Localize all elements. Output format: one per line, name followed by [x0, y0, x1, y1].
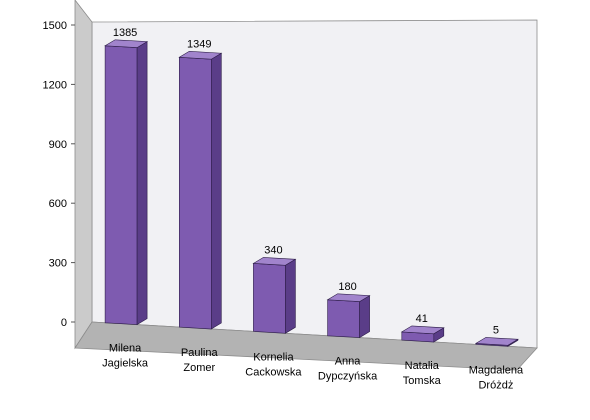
bar: 340 [252, 244, 297, 334]
category-label: Anna Dypczyńska [318, 356, 378, 383]
y-tick-label: 1200 [43, 79, 67, 91]
bar-top [178, 50, 223, 60]
y-tick-label: 1500 [43, 20, 67, 32]
y-tick-label: 0 [61, 317, 67, 329]
bar-top [400, 325, 445, 335]
category-label: Milena Jagielska [102, 343, 149, 370]
bar-top [104, 39, 149, 48]
bar-top [252, 257, 297, 266]
bar: 180 [326, 281, 371, 339]
category-label: Kornelia Cackowska [245, 351, 302, 378]
y-axis: 0 300 600 900 1200 1500 [43, 20, 75, 329]
bar-top [474, 337, 519, 346]
bar-side [285, 258, 296, 334]
bar: 41 [400, 313, 445, 343]
data-label: 1385 [113, 27, 137, 39]
bar: 5 [474, 324, 519, 347]
bar: 1349 [178, 38, 223, 330]
category-label: Magdalena Dróżdż [469, 364, 524, 391]
y-tick-label: 900 [49, 139, 67, 151]
bar-side [211, 52, 222, 330]
bar-front [179, 56, 212, 330]
bar-top [326, 293, 371, 302]
data-label: 5 [493, 324, 499, 336]
bar-front [104, 45, 138, 325]
x-axis-categories: Milena Jagielska Paulina Zomer Kornelia Cacko… [102, 343, 524, 392]
bar-side [136, 41, 148, 326]
bar-side [359, 295, 370, 339]
data-label: 1349 [187, 38, 211, 50]
bar: 1385 [104, 27, 149, 326]
bar-front [253, 263, 286, 334]
bars: 1385 1349 340 180 41 5 [104, 27, 519, 347]
bar-front [327, 299, 360, 338]
floor [74, 321, 538, 371]
data-label: 340 [264, 244, 282, 256]
category-label: Paulina Zomer [181, 347, 219, 374]
side-wall [74, 0, 93, 350]
y-tick-label: 300 [49, 258, 67, 270]
y-tick-label: 600 [49, 198, 67, 210]
data-label: 41 [416, 313, 428, 325]
back-wall [91, 19, 538, 349]
data-label: 180 [338, 281, 356, 293]
category-label: Natalia Tomska [403, 360, 442, 387]
